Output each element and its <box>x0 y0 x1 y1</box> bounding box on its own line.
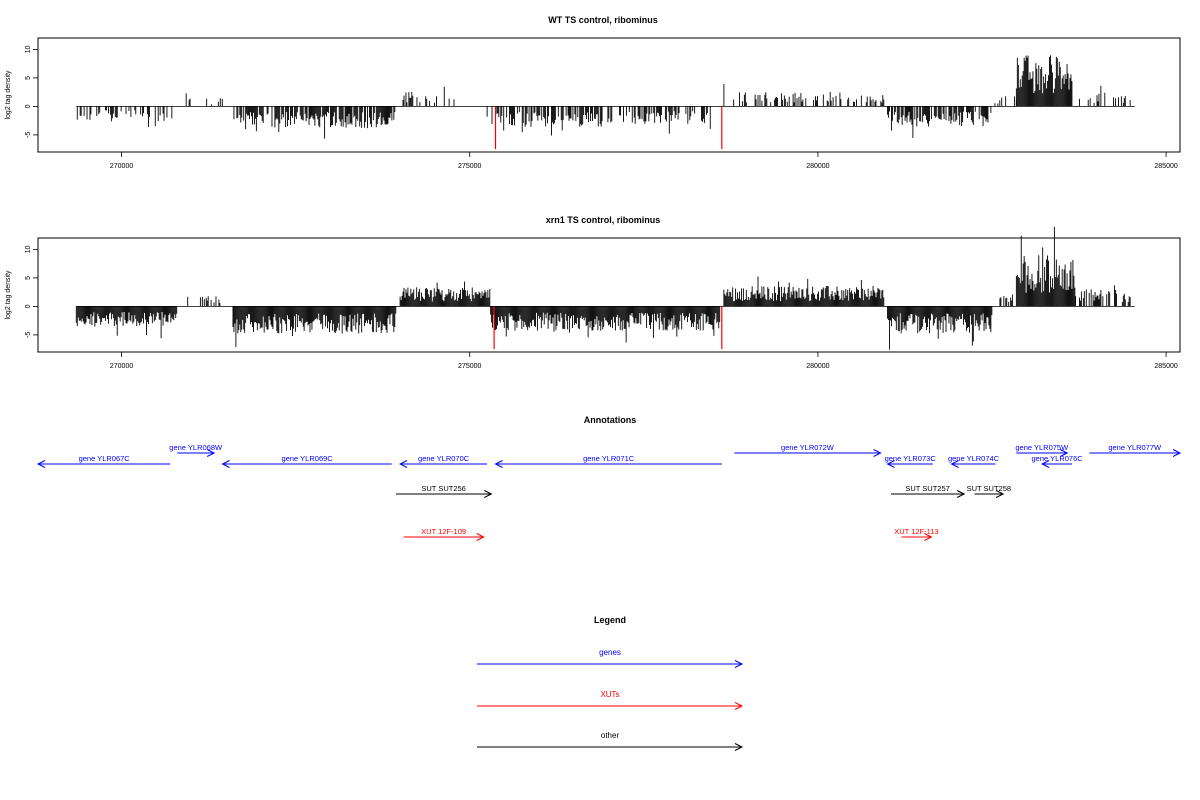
feature-label: gene YLR070C <box>418 454 470 463</box>
annotations-title: Annotations <box>584 415 637 425</box>
arrow-left-icon <box>886 460 895 468</box>
feature-label: gene YLR069C <box>282 454 334 463</box>
x-tick-label: 270000 <box>110 163 133 170</box>
feature-label: XUT 12F-113 <box>894 527 938 536</box>
wt-density-bars <box>76 55 1135 150</box>
arrow-left-icon <box>221 460 230 468</box>
legend-items: genes XUTs other <box>477 648 744 751</box>
feature-label: SUT SUT258 <box>967 484 1011 493</box>
x-tick-label: 280000 <box>806 363 829 370</box>
xrn1-x-axis: 270000 275000 280000 285000 <box>110 352 1178 370</box>
xrn1-y-axis: -5 0 5 10 <box>25 245 38 338</box>
arrow-left-icon <box>494 460 503 468</box>
x-tick-label: 270000 <box>110 363 133 370</box>
x-tick-label: 280000 <box>806 163 829 170</box>
annotation-feature: SUT SUT258 <box>967 484 1011 498</box>
feature-label: gene YLR076C <box>1032 454 1084 463</box>
arrow-left-icon <box>398 460 408 468</box>
xrn1-density-bars <box>75 226 1135 350</box>
legend-label: other <box>601 731 620 740</box>
annotation-feature: gene YLR074C <box>948 454 1000 468</box>
annotation-feature: gene YLR067C <box>36 454 171 468</box>
annotation-feature: gene YLR071C <box>494 454 722 468</box>
xrn1-plot-frame <box>37 237 1181 353</box>
arrow-right-icon <box>734 743 744 751</box>
x-tick-label: 275000 <box>458 363 481 370</box>
annotation-feature: gene YLR077W <box>1089 443 1182 457</box>
wt-y-axis: -5 0 5 10 <box>25 45 38 138</box>
legend-item: genes <box>477 648 744 668</box>
x-tick-label: 285000 <box>1154 363 1177 370</box>
feature-label: XUT 12F-109 <box>421 527 466 536</box>
arrow-left-icon <box>1041 460 1050 468</box>
arrow-left-icon <box>36 460 46 468</box>
feature-label: gene YLR068W <box>169 443 223 452</box>
wt-panel-title: WT TS control, ribominus <box>548 15 658 25</box>
x-tick-label: 275000 <box>458 163 481 170</box>
feature-label: gene YLR077W <box>1108 443 1162 452</box>
feature-label: gene YLR073C <box>885 454 937 463</box>
feature-label: SUT SUT257 <box>905 484 949 493</box>
annotation-features: gene YLR067C gene YLR068W gene YLR069C gene… <box>36 443 1182 541</box>
annotation-feature: gene YLR068W <box>169 443 223 457</box>
annotation-feature: XUT 12F-113 <box>894 527 939 541</box>
annotation-feature: SUT SUT256 <box>395 484 493 498</box>
legend: Legend genes XUTs other <box>477 615 744 751</box>
y-tick-label: -5 <box>25 332 32 338</box>
wt-y-axis-label: log2 tag density <box>5 70 12 120</box>
xrn1-y-axis-label: log2 tag density <box>5 270 12 320</box>
x-tick-label: 285000 <box>1154 163 1177 170</box>
annotation-feature: gene YLR070C <box>398 454 488 468</box>
arrow-right-icon <box>734 660 744 668</box>
arrow-right-icon <box>476 533 485 541</box>
wt-density-panel: WT TS control, ribominus log2 tag densit… <box>5 15 1181 170</box>
feature-label: gene YLR074C <box>948 454 1000 463</box>
arrow-right-icon <box>484 490 493 498</box>
feature-label: gene YLR067C <box>79 454 131 463</box>
y-tick-label: 10 <box>25 45 32 53</box>
feature-label: SUT SUT256 <box>421 484 465 493</box>
feature-label: gene YLR072W <box>781 443 835 452</box>
feature-label: gene YLR071C <box>583 454 635 463</box>
y-tick-label: 5 <box>25 76 32 80</box>
arrow-right-icon <box>956 490 966 498</box>
arrow-right-icon <box>1059 449 1069 457</box>
legend-item: XUTs <box>477 690 744 710</box>
y-tick-label: 0 <box>25 304 32 308</box>
xrn1-panel-title: xrn1 TS control, ribominus <box>546 215 661 225</box>
wt-plot-frame <box>37 37 1181 153</box>
annotation-feature: XUT 12F-109 <box>403 527 485 541</box>
annotation-feature: gene YLR072W <box>734 443 882 457</box>
arrow-right-icon <box>924 533 933 541</box>
annotation-feature: SUT SUT257 <box>891 484 966 498</box>
annotation-feature: gene YLR073C <box>885 454 937 468</box>
legend-label: genes <box>599 648 621 657</box>
arrow-left-icon <box>950 460 959 468</box>
annotation-feature: gene YLR075W <box>1015 443 1069 457</box>
arrow-right-icon <box>1172 449 1182 457</box>
arrow-right-icon <box>734 702 744 710</box>
legend-title: Legend <box>594 615 626 625</box>
arrow-right-icon <box>206 449 216 457</box>
xrn1-density-panel: xrn1 TS control, ribominus log2 tag dens… <box>5 215 1181 370</box>
wt-x-axis: 270000 275000 280000 285000 <box>110 152 1178 170</box>
y-tick-label: 0 <box>25 104 32 108</box>
y-tick-label: 10 <box>25 245 32 253</box>
y-tick-label: -5 <box>25 132 32 138</box>
arrow-right-icon <box>873 449 882 457</box>
feature-label: gene YLR075W <box>1015 443 1069 452</box>
legend-item: other <box>477 731 744 751</box>
legend-label: XUTs <box>600 690 619 699</box>
arrow-right-icon <box>995 490 1005 498</box>
annotation-feature: gene YLR069C <box>221 454 392 468</box>
annotation-feature: gene YLR076C <box>1032 454 1084 468</box>
y-tick-label: 5 <box>25 276 32 280</box>
